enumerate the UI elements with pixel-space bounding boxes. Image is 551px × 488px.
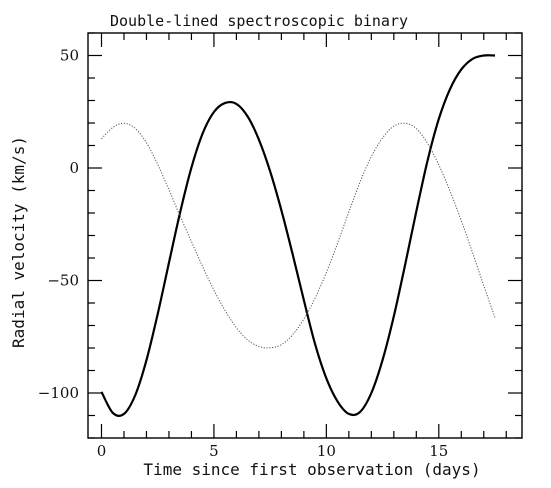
x-tick-label: 15 [429,442,448,460]
series-line-secondary [101,122,496,349]
axis-ticks [88,32,522,439]
x-tick-label: 0 [97,442,107,460]
y-tick-label: 50 [60,47,79,65]
tick-labels: 0 5 10 15 50 0 −50 −100 [38,47,449,461]
plot-frame [87,32,523,439]
y-tick-label: −100 [38,384,79,402]
y-tick-label: −50 [47,272,79,290]
series-line-primary [100,54,496,417]
chart-title: Double-lined spectroscopic binary [110,12,408,30]
x-tick-label: 10 [317,442,336,460]
series-curves [100,54,496,417]
y-tick-label: 0 [69,159,79,177]
y-axis-label: Radial velocity (km/s) [9,136,28,348]
x-axis-label: Time since first observation (days) [143,460,480,479]
x-tick-label: 5 [209,442,219,460]
